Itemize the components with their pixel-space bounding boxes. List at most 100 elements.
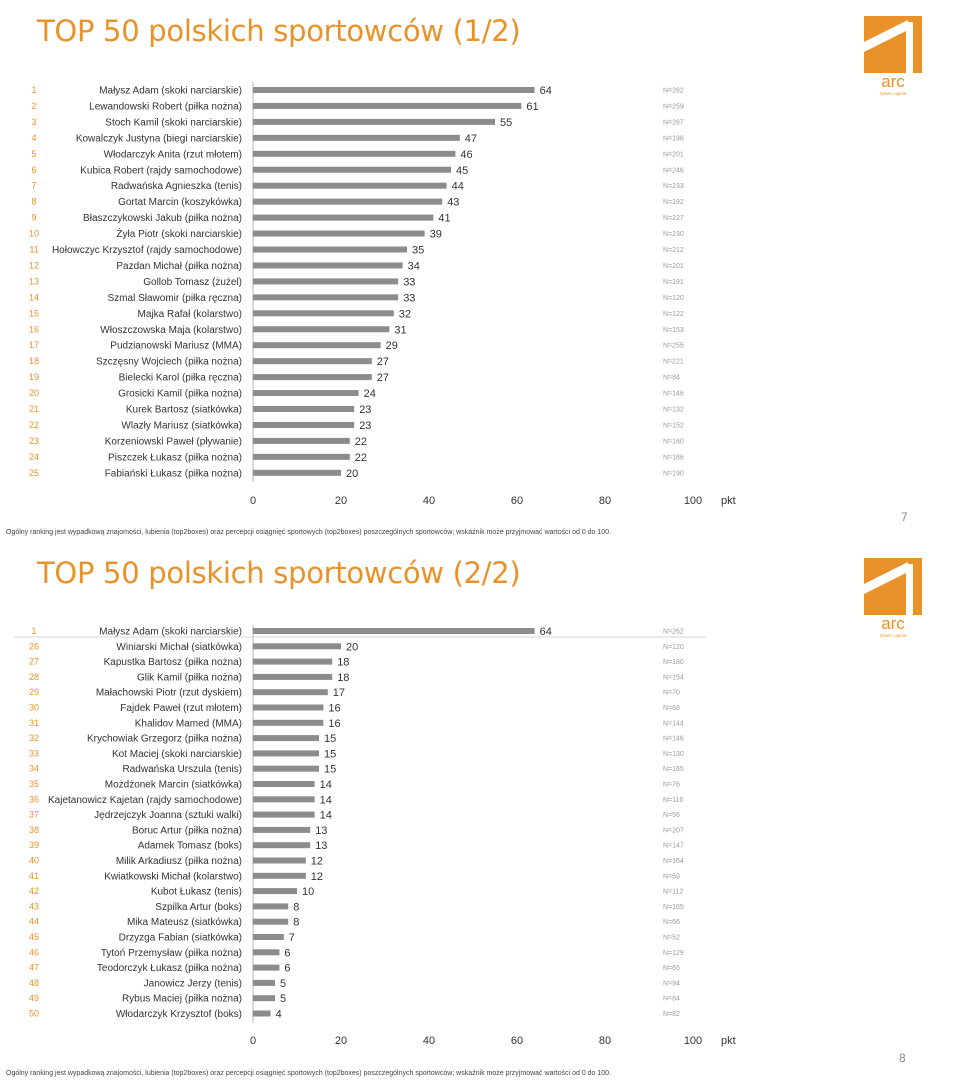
rank-label: 45	[29, 932, 39, 942]
rank-label: 47	[29, 963, 39, 973]
bar	[253, 182, 447, 189]
category-label: Włoszczowska Maja (kolarstwo)	[100, 325, 242, 336]
x-unit-label: pkt	[721, 495, 736, 507]
bar	[253, 118, 495, 125]
bar	[253, 872, 306, 879]
bar	[253, 673, 333, 680]
bar	[253, 628, 535, 634]
bar	[253, 406, 355, 412]
category-label: Adamek Tomasz (boks)	[138, 841, 242, 852]
bar	[253, 934, 284, 940]
value-label: 32	[399, 308, 411, 320]
logo-beam	[864, 562, 908, 594]
sample-size-label: N=144	[663, 720, 684, 727]
category-label: Milik Arkadiusz (piłka nożna)	[116, 856, 242, 867]
sample-size-label: N=180	[663, 659, 684, 666]
category-label: Małachowski Piotr (rzut dyskiem)	[96, 688, 242, 699]
bar	[253, 294, 399, 301]
category-label: Hołowczyc Krzysztof (rajdy samochodowe)	[52, 245, 242, 256]
sample-size-label: N=70	[663, 690, 680, 697]
sample-size-label: N=191	[663, 279, 684, 286]
rank-label: 1	[31, 626, 36, 636]
rank-label: 8	[31, 197, 36, 207]
sample-size-label: N=201	[663, 263, 684, 270]
value-label: 23	[359, 420, 371, 432]
rank-label: 48	[29, 978, 39, 988]
rank-label: 35	[29, 779, 39, 789]
value-label: 12	[311, 856, 323, 868]
value-label: 12	[311, 871, 323, 883]
value-label: 47	[465, 133, 477, 145]
category-label: Fabiański Łukasz (piłka nożna)	[105, 468, 242, 479]
bar	[253, 1010, 271, 1017]
category-label: Wlazły Mariusz (siatkówka)	[121, 420, 242, 431]
rank-label: 30	[29, 703, 39, 713]
value-label: 33	[403, 276, 415, 288]
category-label: Bielecki Karol (piłka ręczna)	[119, 373, 242, 384]
rank-label: 14	[29, 292, 39, 302]
category-label: Kajetanowicz Kajetan (rajdy samochodowe)	[48, 795, 242, 806]
bar	[253, 437, 350, 444]
bar	[253, 796, 315, 803]
value-label: 16	[328, 718, 340, 730]
sample-size-label: N=76	[663, 782, 680, 789]
value-label: 31	[394, 324, 406, 336]
x-unit-label: pkt	[721, 1035, 736, 1047]
bar	[253, 134, 460, 141]
rank-label: 41	[29, 871, 39, 881]
sample-size-label: N=82	[663, 1011, 680, 1018]
category-label: Kubica Robert (rajdy samochodowe)	[80, 165, 242, 176]
category-label: Żyła Piotr (skoki narciarskie)	[116, 227, 242, 240]
sample-size-label: N=84	[663, 375, 680, 382]
value-label: 22	[355, 436, 367, 448]
rank-label: 6	[31, 165, 36, 175]
value-label: 8	[293, 901, 299, 913]
sample-size-label: N=201	[663, 151, 684, 158]
category-label: Tytoń Przemysław (piłka nożna)	[101, 948, 242, 959]
bar	[253, 658, 333, 665]
rank-label: 43	[29, 901, 39, 911]
category-label: Możdżonek Marcin (siatkówka)	[105, 780, 242, 791]
category-label: Rybus Maciej (piłka nożna)	[122, 994, 242, 1005]
sample-size-label: N=212	[663, 247, 684, 254]
sample-size-label: N=190	[663, 470, 684, 477]
bar	[253, 995, 275, 1002]
category-label: Teodorczyk Łukasz (piłka nożna)	[97, 963, 242, 974]
bar	[253, 704, 324, 711]
sample-size-label: N=129	[663, 950, 684, 957]
sample-size-label: N=221	[663, 359, 684, 366]
bar	[253, 166, 451, 173]
sample-size-label: N=164	[663, 858, 684, 865]
sample-size-label: N=233	[663, 183, 684, 190]
logo-tagline: rynek i opinie	[880, 633, 907, 638]
category-label: Małysz Adam (skoki narciarskie)	[99, 86, 242, 97]
footnote: Ogólny ranking jest wypadkową znajomości…	[6, 529, 612, 536]
bar	[253, 765, 319, 772]
sample-size-label: N=186	[663, 454, 684, 461]
sample-size-label: N=112	[663, 889, 683, 896]
category-label: Pudzianowski Mariusz (MMA)	[110, 341, 242, 352]
bar	[253, 842, 311, 849]
bar	[253, 888, 297, 895]
rank-label: 29	[29, 687, 39, 697]
value-label: 34	[408, 260, 420, 272]
sample-size-label: N=59	[663, 873, 680, 880]
sample-size-label: N=147	[663, 843, 684, 850]
value-label: 45	[456, 165, 468, 177]
category-label: Majka Rafał (kolarstwo)	[138, 309, 242, 320]
rank-label: 12	[29, 260, 39, 270]
bar	[253, 374, 372, 381]
bar	[253, 230, 425, 237]
page-title: TOP 50 polskich sportowców (2/2)	[37, 556, 521, 590]
value-label: 20	[346, 641, 358, 653]
bar	[253, 278, 399, 285]
value-label: 22	[355, 452, 367, 464]
bar	[253, 689, 328, 696]
category-label: Lewandowski Robert (piłka nożna)	[89, 101, 242, 112]
x-tick-label: 80	[599, 495, 611, 507]
value-label: 5	[280, 978, 286, 990]
x-tick-label: 40	[423, 495, 435, 507]
rank-label: 7	[31, 181, 36, 191]
value-label: 6	[284, 947, 290, 959]
bar	[253, 390, 359, 397]
